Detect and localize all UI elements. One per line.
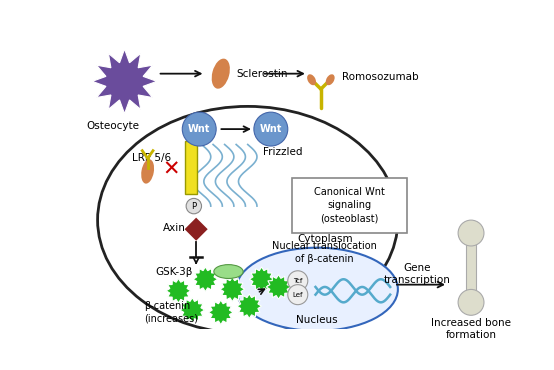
Ellipse shape xyxy=(141,159,154,184)
Polygon shape xyxy=(266,275,291,299)
Circle shape xyxy=(288,271,308,291)
Text: GSK-3β: GSK-3β xyxy=(155,266,193,276)
Polygon shape xyxy=(237,294,261,319)
Ellipse shape xyxy=(307,74,316,85)
Text: Axin: Axin xyxy=(163,223,186,233)
Text: Osteocyte: Osteocyte xyxy=(86,121,140,131)
Text: β-catenin
(increases): β-catenin (increases) xyxy=(144,301,198,323)
Text: Frizzled: Frizzled xyxy=(263,147,302,157)
Polygon shape xyxy=(180,298,204,322)
Text: Nuclear translocation
of β-catenin: Nuclear translocation of β-catenin xyxy=(273,241,377,263)
Circle shape xyxy=(458,289,484,315)
Text: Cytoplasm: Cytoplasm xyxy=(297,234,352,244)
Polygon shape xyxy=(208,300,233,325)
Ellipse shape xyxy=(326,74,335,85)
Text: Canonical Wnt
signaling
(osteoblast): Canonical Wnt signaling (osteoblast) xyxy=(314,187,385,223)
Text: Wnt: Wnt xyxy=(188,124,211,134)
Polygon shape xyxy=(166,279,191,303)
Text: Increased bone
formation: Increased bone formation xyxy=(431,318,511,340)
Bar xyxy=(184,141,197,194)
Polygon shape xyxy=(220,277,245,302)
Text: P: P xyxy=(191,202,197,211)
Text: Gene
transcription: Gene transcription xyxy=(384,263,450,285)
Circle shape xyxy=(254,112,288,146)
Polygon shape xyxy=(184,218,208,241)
Text: Wnt: Wnt xyxy=(260,124,282,134)
Ellipse shape xyxy=(98,107,398,333)
Circle shape xyxy=(186,198,202,214)
Polygon shape xyxy=(249,267,274,292)
Text: LRP 5/6: LRP 5/6 xyxy=(132,153,171,164)
Bar xyxy=(466,233,476,302)
Polygon shape xyxy=(193,267,218,292)
Circle shape xyxy=(288,285,308,305)
Text: Sclerostin: Sclerostin xyxy=(236,69,288,79)
Ellipse shape xyxy=(214,265,243,279)
Polygon shape xyxy=(92,49,157,114)
Circle shape xyxy=(458,220,484,246)
Text: Tcf: Tcf xyxy=(293,278,302,284)
Text: ✕: ✕ xyxy=(162,159,179,179)
Ellipse shape xyxy=(212,58,230,89)
Text: Romosozumab: Romosozumab xyxy=(342,72,418,82)
Text: Nucleus: Nucleus xyxy=(296,315,338,325)
Text: Lef: Lef xyxy=(293,292,303,297)
Circle shape xyxy=(182,112,216,146)
Ellipse shape xyxy=(236,248,398,331)
FancyBboxPatch shape xyxy=(293,178,407,233)
